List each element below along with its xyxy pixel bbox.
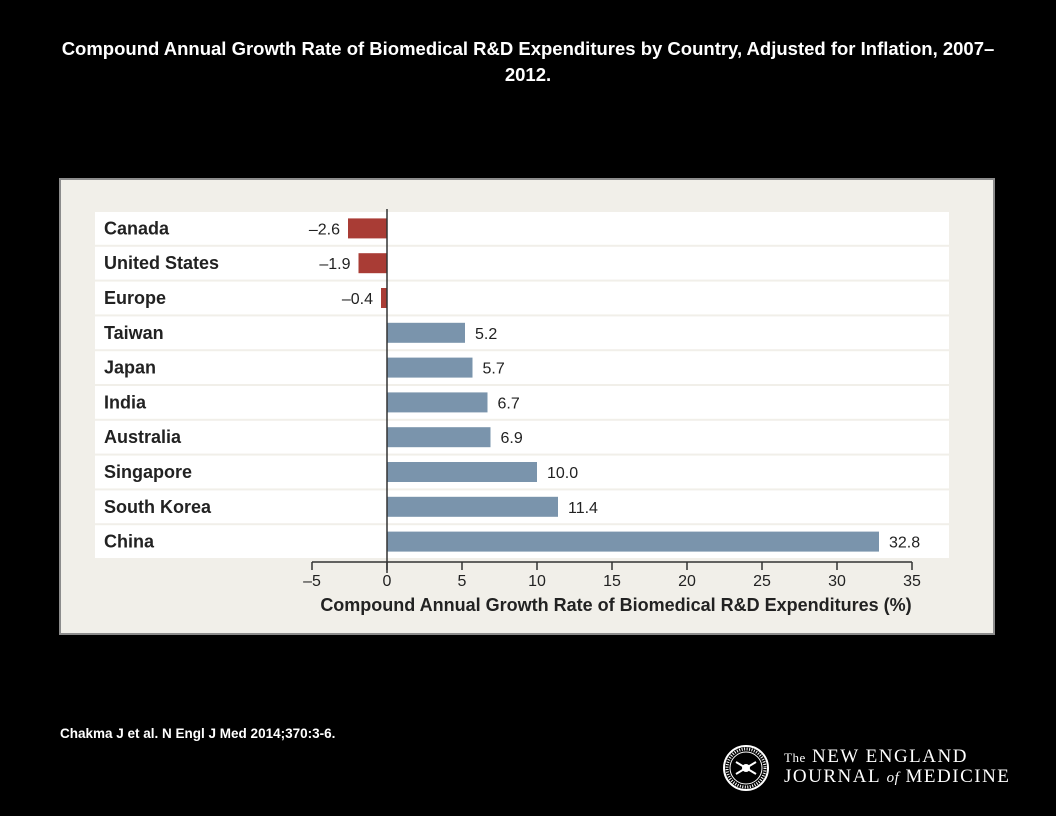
journal-of: of <box>886 770 900 786</box>
value-label: –1.9 <box>319 256 350 273</box>
bar <box>358 253 387 274</box>
row-band <box>95 246 949 280</box>
x-tick-label: 10 <box>528 573 546 590</box>
x-tick-label: 35 <box>903 573 921 590</box>
value-label: 6.7 <box>498 395 520 412</box>
citation: Chakma J et al. N Engl J Med 2014;370:3-… <box>60 726 336 741</box>
bar <box>348 218 387 239</box>
bar <box>387 322 465 343</box>
category-labels: Canada United States Europe Taiwan Japan Indi… <box>104 218 219 551</box>
value-labels: –2.6 –1.9 –0.4 5.2 5.7 6.7 6.9 10.0 11.4 32.8 <box>309 221 920 551</box>
value-label: –0.4 <box>342 291 373 308</box>
category-label: China <box>104 532 155 552</box>
x-axis-title: Compound Annual Growth Rate of Biomedica… <box>320 595 911 615</box>
category-label: India <box>104 392 147 412</box>
journal-logo: The NEW ENGLAND JOURNAL of MEDICINE <box>722 744 1022 794</box>
value-label: 5.2 <box>475 326 497 343</box>
bar-chart: Canada United States Europe Taiwan Japan Indi… <box>95 209 949 615</box>
row-band <box>95 386 949 419</box>
journal-the: The <box>784 750 806 765</box>
journal-journal: JOURNAL <box>784 766 881 787</box>
x-tick-label: –5 <box>303 573 321 590</box>
bars <box>348 218 879 552</box>
category-label: United States <box>104 253 219 273</box>
value-label: 11.4 <box>568 500 598 517</box>
x-tick-label: 20 <box>678 573 696 590</box>
journal-medicine: MEDICINE <box>905 766 1011 787</box>
row-band <box>95 281 949 315</box>
bar <box>387 357 473 378</box>
bar <box>381 288 387 308</box>
bar <box>387 531 879 552</box>
journal-name-line1: The NEW ENGLAND <box>784 746 968 768</box>
value-label: 32.8 <box>889 535 920 552</box>
row-band <box>95 212 949 245</box>
slide-title: Compound Annual Growth Rate of Biomedica… <box>61 38 995 85</box>
bar <box>387 392 488 413</box>
x-tick-label: 0 <box>383 573 392 590</box>
x-tick-label: 25 <box>753 573 771 590</box>
journal-seal-icon <box>723 745 769 791</box>
row-band <box>95 316 949 350</box>
row-band <box>95 420 949 454</box>
value-label: 10.0 <box>547 465 578 482</box>
category-label: Singapore <box>104 462 192 482</box>
x-tick-label: 5 <box>458 573 467 590</box>
value-label: –2.6 <box>309 221 340 238</box>
x-tick-label: 30 <box>828 573 846 590</box>
category-label: South Korea <box>104 497 212 517</box>
category-label: Canada <box>104 218 170 238</box>
value-label: 5.7 <box>483 361 505 378</box>
value-label: 6.9 <box>501 430 523 447</box>
bar <box>387 462 537 482</box>
bar <box>387 496 558 517</box>
bar <box>387 427 491 448</box>
chart-panel: Canada United States Europe Taiwan Japan Indi… <box>59 178 995 635</box>
journal-name-line2: JOURNAL of MEDICINE <box>784 766 1010 788</box>
x-axis: –5 0 5 10 15 20 25 30 35 <box>303 209 921 590</box>
category-label: Japan <box>104 358 156 378</box>
category-label: Europe <box>104 288 166 308</box>
row-band <box>95 351 949 384</box>
category-label: Taiwan <box>104 323 164 343</box>
x-tick-label: 15 <box>603 573 621 590</box>
journal-new-england: NEW ENGLAND <box>811 746 968 767</box>
category-label: Australia <box>104 427 182 447</box>
row-bands <box>95 212 949 558</box>
